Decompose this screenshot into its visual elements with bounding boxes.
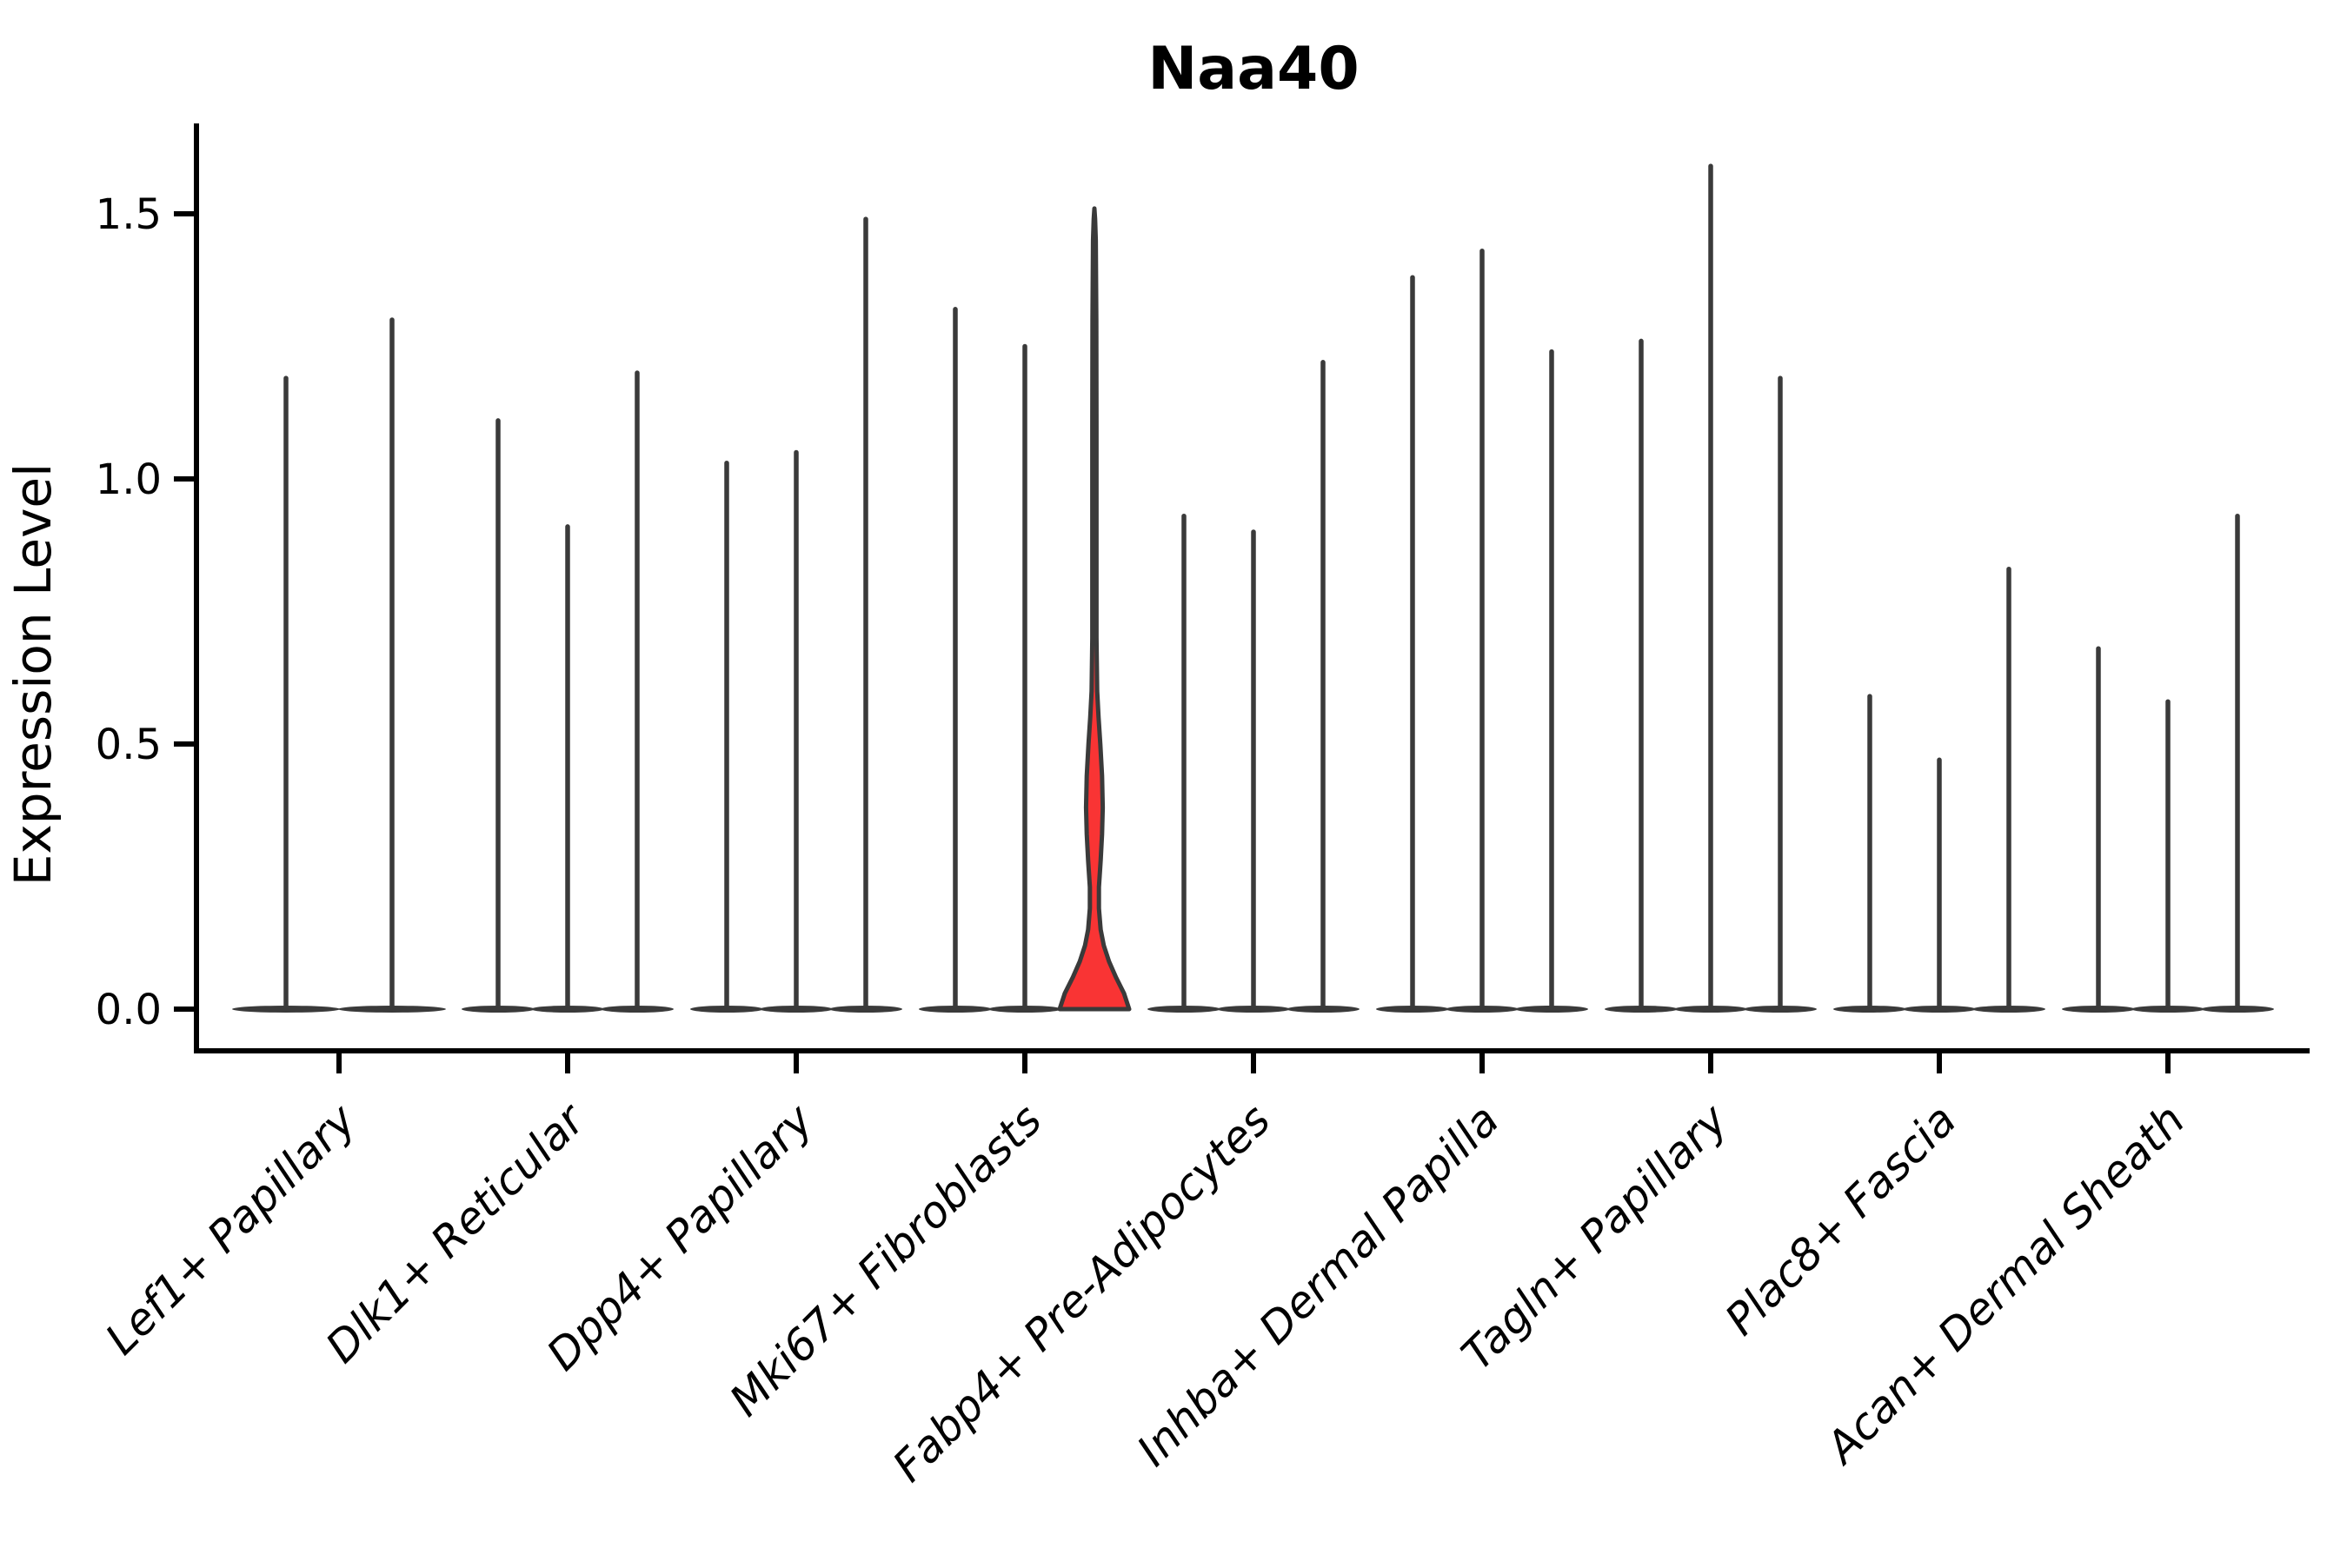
violin-group <box>1833 566 2045 1013</box>
x-category-label: Fabp4+ Pre-Adipocytes <box>883 1094 1280 1492</box>
highlighted-violin <box>1057 206 1132 1012</box>
plot-title: Naa40 <box>1147 35 1359 103</box>
violin-group <box>690 216 902 1013</box>
violin-group <box>919 206 1132 1013</box>
x-category-label: Acan+ Dermal Sheath <box>1815 1094 2195 1474</box>
y-tick-label: 1.5 <box>96 190 162 239</box>
violin-group <box>2062 513 2274 1013</box>
violin-group <box>232 317 446 1013</box>
violin-group <box>1376 248 1588 1013</box>
x-category-label: Plac8+ Fascia <box>1716 1094 1966 1345</box>
violin-group <box>1605 163 1817 1013</box>
y-tick-label: 1.0 <box>96 455 162 504</box>
violin-group <box>462 370 674 1013</box>
y-tick-label: 0.0 <box>96 986 162 1034</box>
violin-group <box>1147 360 1360 1013</box>
y-axis-label: Expression Level <box>3 463 63 886</box>
y-tick-label: 0.5 <box>96 721 162 769</box>
x-category-label: Lef1+ Papillary <box>96 1093 366 1364</box>
x-category-label: Inhba+ Dermal Papilla <box>1127 1094 1508 1475</box>
